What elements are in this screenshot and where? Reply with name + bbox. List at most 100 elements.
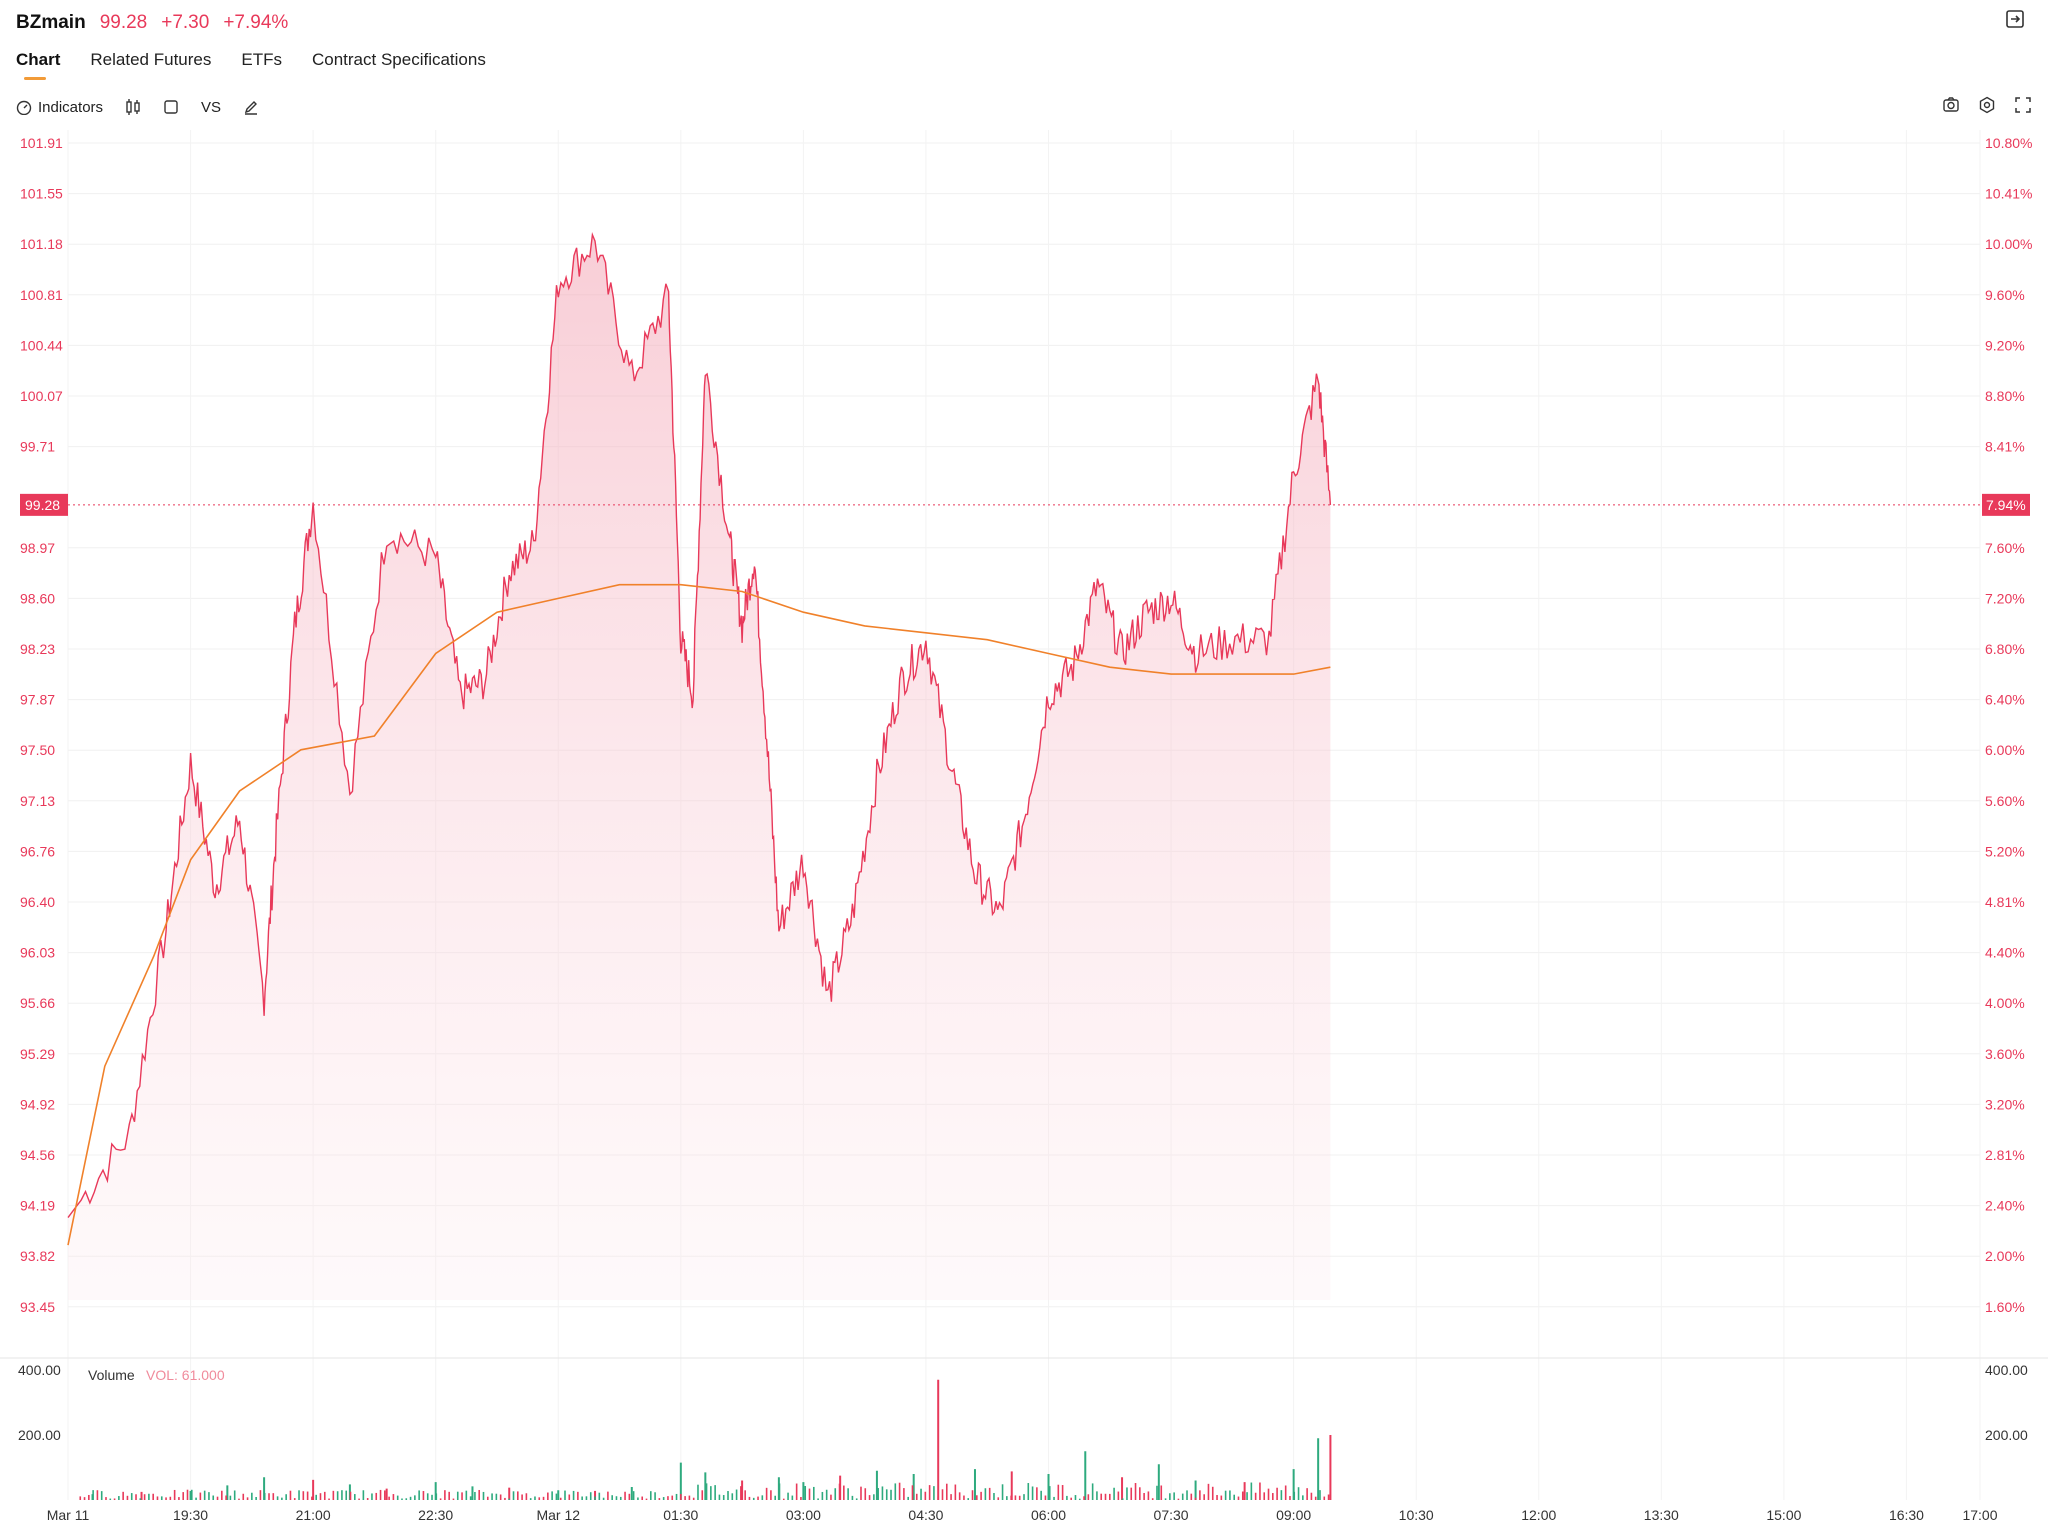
price-change: +7.30 [161,12,210,33]
price-tick-label: 101.91 [20,135,63,151]
volume-bar [182,1492,185,1500]
price-tick-label: 97.50 [20,742,55,758]
volume-bar [312,1479,315,1500]
volume-bar [315,1494,317,1500]
volume-bar [512,1491,515,1500]
volume-bar [471,1486,474,1500]
volume-bar [251,1492,253,1500]
volume-bar [105,1497,107,1500]
tab-etfs[interactable]: ETFs [241,50,282,69]
chart-type-button[interactable] [163,99,179,115]
volume-bar [1157,1464,1160,1500]
draw-button[interactable] [243,99,259,115]
volume-bar [868,1495,871,1500]
candlestick-button[interactable] [125,98,141,116]
percent-tick-label: 9.20% [1985,337,2025,353]
volume-bar [426,1493,429,1500]
volume-bar [945,1483,948,1500]
volume-bar [88,1494,90,1500]
percent-tick-label: 7.60% [1985,540,2025,556]
percent-tick-label: 6.40% [1985,692,2025,708]
percent-tick-label: 8.41% [1985,439,2025,455]
volume-panel: Volume VOL: 61.000 400.00 400.00 200.00 200.0… [18,1362,2028,1500]
volume-bar [551,1491,553,1500]
volume-bar [830,1494,832,1500]
volume-bar [139,1498,142,1500]
volume-tick-label: 200.00 [1985,1427,2028,1443]
volume-bar [924,1491,927,1500]
volume-bar [354,1494,356,1500]
camera-icon[interactable] [1942,96,1960,119]
price-tick-label: 96.03 [20,945,55,961]
volume-bar [302,1491,305,1500]
volume-bar [1048,1486,1051,1500]
volume-bar [285,1494,287,1500]
volume-bar [1276,1487,1278,1500]
volume-bar [465,1490,468,1500]
volume-bar [671,1495,674,1500]
volume-bar [894,1483,897,1500]
volume-bar [478,1489,481,1500]
volume-bar [238,1498,240,1500]
percent-tick-label: 3.60% [1985,1046,2025,1062]
volume-bar [1267,1488,1270,1500]
volume-bar [1040,1490,1042,1500]
time-tick-label: 16:30 [1889,1507,1924,1523]
volume-bar [825,1489,828,1500]
volume-bar [881,1486,884,1500]
volume-bar [126,1495,129,1500]
volume-bar [165,1497,167,1500]
price-tick-label: 97.87 [20,692,55,708]
price-line[interactable] [67,231,1332,1219]
volume-bar [697,1484,699,1500]
volume-bar [1014,1495,1017,1500]
indicators-button[interactable]: Indicators [16,99,103,116]
volume-bar [933,1486,935,1500]
volume-bar [289,1490,292,1500]
volume-bar [405,1498,408,1500]
volume-bar [508,1498,511,1500]
percent-tick-label: 10.80% [1985,135,2032,151]
volume-bar [122,1491,124,1500]
volume-bar [1177,1498,1180,1500]
volume-bar [907,1496,909,1500]
tab-related-futures[interactable]: Related Futures [90,50,212,69]
volume-bar [1164,1498,1167,1500]
volume-bar [259,1490,262,1500]
volume-bar [645,1498,648,1500]
price-tick-label: 98.97 [20,540,55,556]
fullscreen-icon[interactable] [2014,96,2032,119]
volume-bar [988,1487,991,1500]
volume-bar [1091,1483,1094,1500]
volume-bar [1233,1494,1235,1500]
volume-bar [1190,1493,1193,1500]
settings-icon[interactable] [1978,96,1996,119]
volume-bar [704,1472,707,1500]
volume-bar [1250,1482,1253,1500]
volume-bar [594,1496,596,1500]
exit-icon[interactable] [2004,8,2026,30]
volume-bar [980,1491,982,1500]
volume-bar [156,1496,159,1500]
compare-button[interactable]: VS [201,98,222,116]
tab-chart[interactable]: Chart [16,50,61,80]
volume-bar [1237,1496,1240,1500]
quote-header: BZmain 99.28 +7.30 +7.94% [16,8,288,38]
volume-bar [452,1498,455,1500]
volume-bar [362,1490,365,1500]
moving-average-line[interactable] [67,583,1331,1246]
volume-bar [1310,1492,1313,1500]
time-tick-label: 19:30 [173,1507,208,1523]
tab-contract-specifications[interactable]: Contract Specifications [311,50,486,69]
volume-bar [843,1485,845,1500]
volume-bar [800,1496,802,1500]
percent-tick-label: 4.40% [1985,945,2025,961]
pen-icon [243,99,259,115]
volume-bar [345,1490,348,1500]
volume-bar [937,1379,940,1500]
time-tick-label: 13:30 [1644,1507,1679,1523]
current-percent-badge [1982,493,2030,516]
volume-bar [1117,1491,1120,1500]
volume-bar [1203,1494,1205,1500]
